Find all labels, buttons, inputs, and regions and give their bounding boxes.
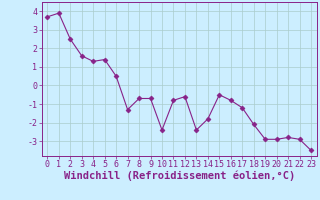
X-axis label: Windchill (Refroidissement éolien,°C): Windchill (Refroidissement éolien,°C) [64, 171, 295, 181]
